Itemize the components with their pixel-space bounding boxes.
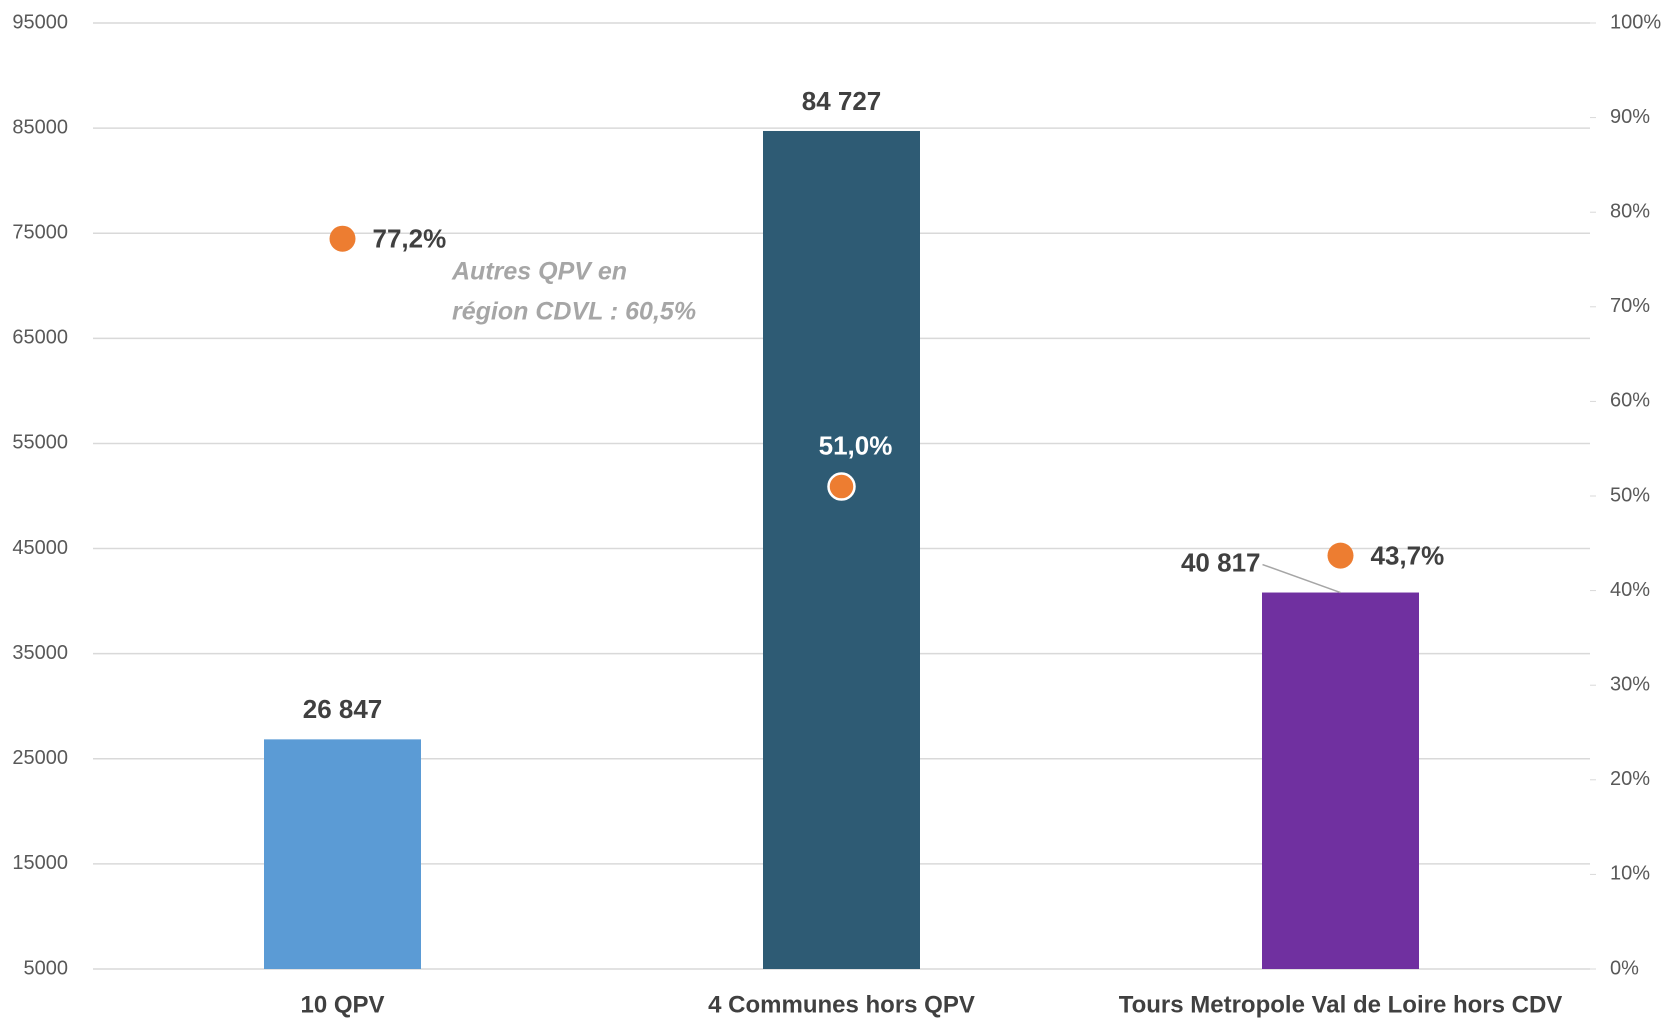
y2-tick-label: 90% — [1610, 106, 1650, 128]
y2-tick-label: 0% — [1610, 957, 1639, 979]
bar-value-label: 84 727 — [802, 86, 882, 116]
x-tick-label: 10 QPV — [300, 991, 384, 1018]
y2-tick-label: 20% — [1610, 768, 1650, 790]
dot — [1327, 542, 1354, 569]
y-tick-label: 5000 — [24, 957, 69, 979]
dot-value-label: 43,7% — [1371, 540, 1445, 570]
y-tick-label: 95000 — [12, 11, 68, 33]
y-tick-label: 55000 — [12, 432, 68, 454]
y2-tick-label: 60% — [1610, 390, 1650, 412]
y-tick-label: 45000 — [12, 537, 68, 559]
y-tick-label: 75000 — [12, 222, 68, 244]
annotation: région CDVL : 60,5% — [452, 298, 696, 326]
bar — [264, 739, 421, 969]
y2-tick-label: 80% — [1610, 200, 1650, 222]
y2-tick-label: 40% — [1610, 579, 1650, 601]
y-tick-label: 25000 — [12, 747, 68, 769]
y-tick-label: 65000 — [12, 327, 68, 349]
y2-tick-label: 100% — [1610, 11, 1661, 33]
y-tick-label: 35000 — [12, 642, 68, 664]
bar-value-label: 40 817 — [1181, 547, 1261, 577]
dot — [329, 225, 356, 252]
y-tick-label: 15000 — [12, 852, 68, 874]
dot — [827, 472, 856, 501]
annotation: Autres QPV en — [451, 258, 627, 286]
y2-tick-label: 30% — [1610, 673, 1650, 695]
leader-line — [1262, 563, 1341, 594]
dot-value-label: 51,0% — [819, 430, 893, 460]
y2-tick-label: 70% — [1610, 295, 1650, 317]
y2-tick-label: 50% — [1610, 484, 1650, 506]
x-tick-label: Tours Metropole Val de Loire hors CDV — [1119, 991, 1563, 1018]
x-tick-label: 4 Communes hors QPV — [708, 991, 975, 1018]
bar — [763, 130, 920, 969]
dot-value-label: 77,2% — [373, 224, 447, 254]
y2-tick-label: 10% — [1610, 863, 1650, 885]
y-tick-label: 85000 — [12, 116, 68, 138]
bar — [1262, 592, 1419, 969]
bar-value-label: 26 847 — [303, 694, 383, 724]
